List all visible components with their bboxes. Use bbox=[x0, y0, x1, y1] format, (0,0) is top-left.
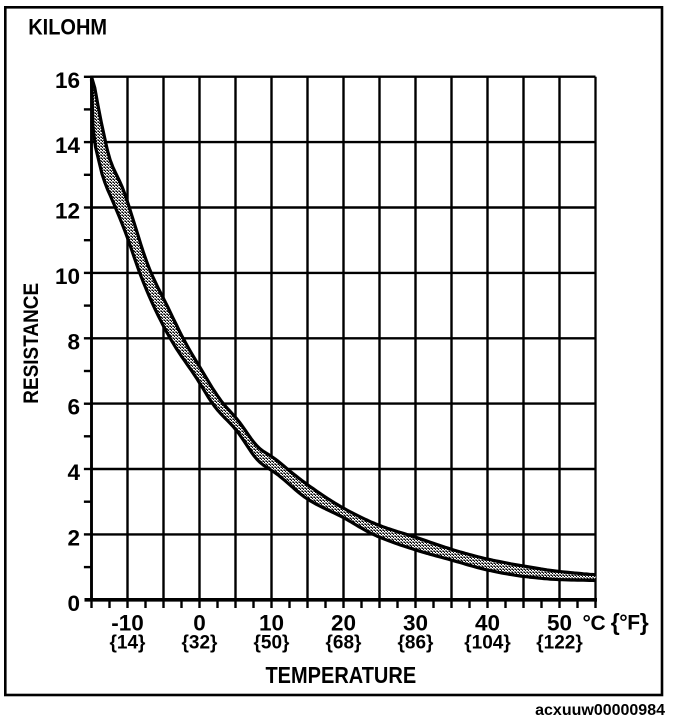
svg-text:{50}: {50} bbox=[254, 633, 291, 654]
svg-text:{68}: {68} bbox=[326, 633, 363, 654]
svg-text:KILOHM: KILOHM bbox=[28, 14, 107, 39]
svg-text:-10: -10 bbox=[111, 611, 144, 636]
svg-text:{14}: {14} bbox=[110, 633, 147, 654]
svg-text:{104}: {104} bbox=[464, 633, 511, 654]
svg-text:acxuuw00000984: acxuuw00000984 bbox=[535, 702, 665, 719]
svg-text:°C {°F}: °C {°F} bbox=[583, 609, 649, 635]
svg-text:0: 0 bbox=[67, 591, 80, 616]
svg-text:0: 0 bbox=[193, 611, 206, 636]
svg-text:6: 6 bbox=[67, 395, 80, 420]
svg-text:{86}: {86} bbox=[398, 633, 435, 654]
svg-text:16: 16 bbox=[55, 68, 80, 93]
svg-text:{32}: {32} bbox=[182, 633, 219, 654]
svg-text:40: 40 bbox=[475, 611, 500, 636]
svg-text:10: 10 bbox=[259, 611, 284, 636]
svg-text:2: 2 bbox=[67, 525, 80, 550]
svg-text:TEMPERATURE: TEMPERATURE bbox=[265, 662, 416, 689]
svg-text:{122}: {122} bbox=[536, 633, 583, 654]
svg-text:RESISTANCE: RESISTANCE bbox=[20, 283, 43, 404]
svg-text:30: 30 bbox=[403, 611, 428, 636]
svg-text:12: 12 bbox=[55, 199, 80, 224]
svg-text:4: 4 bbox=[67, 460, 80, 485]
svg-text:10: 10 bbox=[55, 264, 80, 289]
svg-text:50: 50 bbox=[547, 611, 572, 636]
svg-text:20: 20 bbox=[331, 611, 356, 636]
svg-text:14: 14 bbox=[55, 133, 81, 158]
svg-text:8: 8 bbox=[67, 329, 80, 354]
